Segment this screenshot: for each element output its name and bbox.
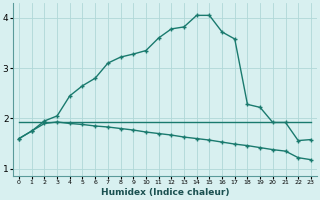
X-axis label: Humidex (Indice chaleur): Humidex (Indice chaleur): [101, 188, 229, 197]
